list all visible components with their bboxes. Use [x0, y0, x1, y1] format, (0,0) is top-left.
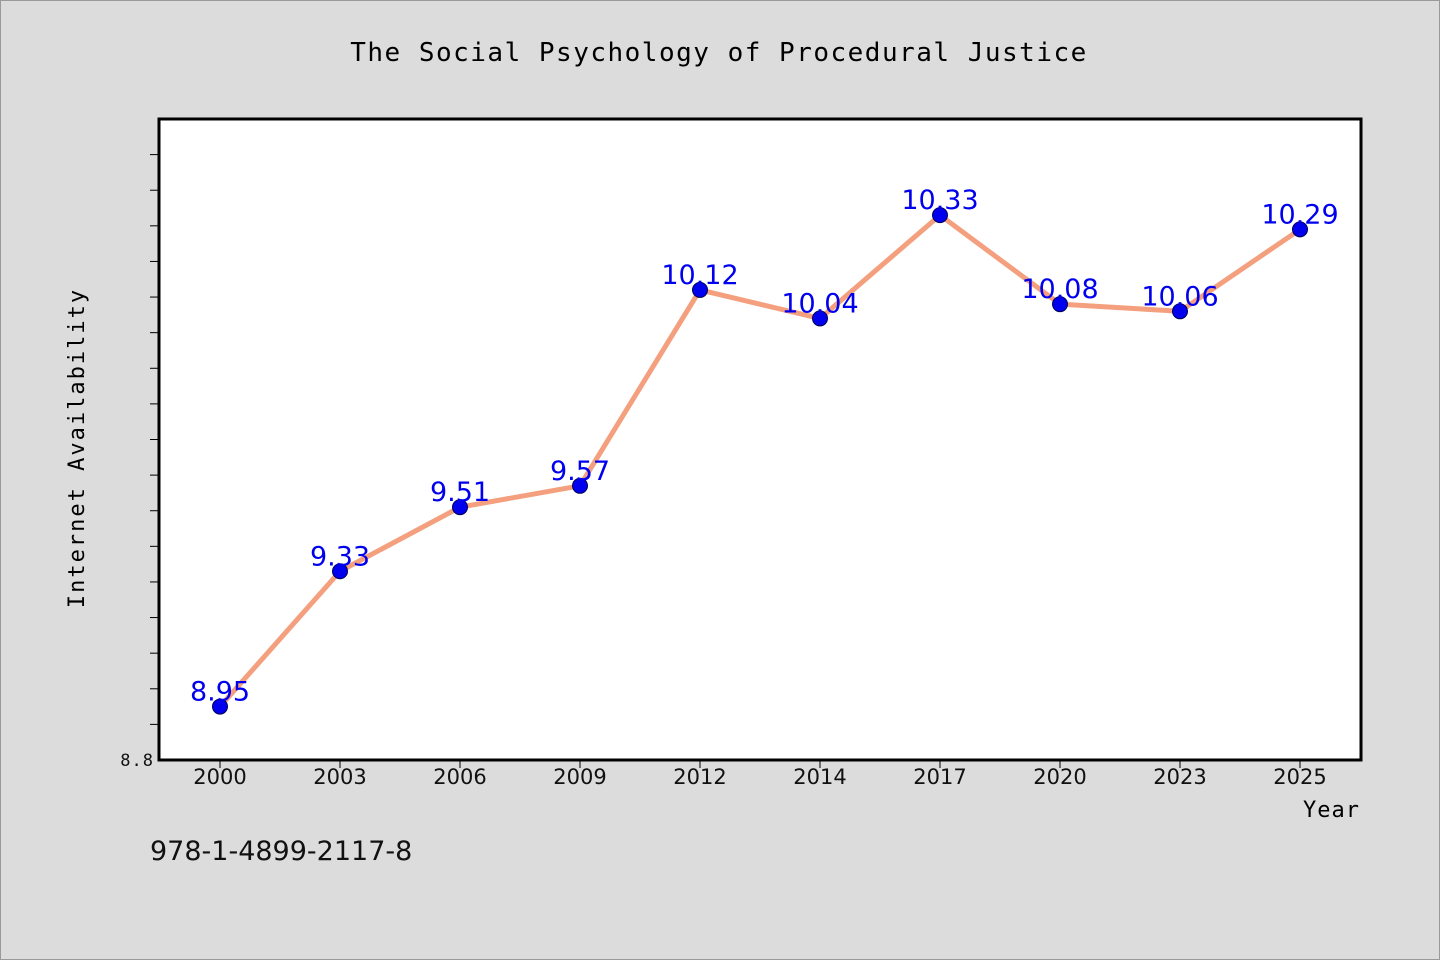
- x-tick-label: 2020: [1033, 765, 1086, 789]
- data-point: [932, 207, 948, 224]
- data-point: [692, 281, 708, 298]
- data-point: [212, 698, 228, 715]
- data-point: [332, 563, 348, 580]
- data-label: 10.08: [1021, 274, 1098, 305]
- data-label: 10.33: [901, 185, 978, 216]
- x-tick-label: 2023: [1153, 765, 1206, 789]
- data-label: 10.06: [1141, 281, 1218, 312]
- x-tick-label: 2012: [673, 765, 726, 789]
- series-line: [217, 212, 1303, 710]
- data-point: [452, 499, 468, 516]
- y-axis-ticks: [150, 154, 159, 725]
- data-label: 10.29: [1261, 199, 1338, 230]
- data-point: [1052, 296, 1068, 313]
- data-point: [1172, 303, 1188, 320]
- x-tick-label: 2000: [193, 765, 246, 789]
- y-tick-label: 8.8: [120, 751, 154, 771]
- x-tick-label: 2014: [793, 765, 846, 789]
- y-axis-tick-labels: 8.8: [120, 751, 154, 771]
- x-tick-label: 2025: [1273, 765, 1326, 789]
- data-point: [1292, 221, 1308, 238]
- data-label: 9.33: [310, 541, 370, 572]
- x-tick-label: 2006: [433, 765, 486, 789]
- data-label: 9.51: [430, 477, 490, 508]
- data-label: 10.04: [781, 288, 858, 319]
- x-tick-label: 2017: [913, 765, 966, 789]
- data-label: 10.12: [661, 260, 738, 291]
- x-axis-tick-labels: 2000 2003 2006 2009 2012 2014 2017 2020 2023 2025: [193, 765, 1326, 789]
- x-axis-ticks: [219, 760, 1301, 768]
- x-axis-label: Year: [1303, 798, 1360, 823]
- y-axis-label: Internet Availability: [65, 288, 90, 608]
- series-markers: [212, 207, 1308, 715]
- x-tick-label: 2003: [313, 765, 366, 789]
- chart-title: The Social Psychology of Procedural Just…: [350, 38, 1088, 68]
- x-tick-label: 2009: [553, 765, 606, 789]
- data-point: [572, 477, 588, 494]
- data-labels: 8.95 9.33 9.51 9.57 10.12 10.04 10.33 10.08 10.0…: [190, 185, 1339, 707]
- data-point: [812, 310, 828, 327]
- plot-area: [157, 117, 1363, 762]
- data-label: 9.57: [550, 456, 610, 487]
- data-label: 8.95: [190, 677, 250, 708]
- isbn-label: 978-1-4899-2117-8: [150, 836, 413, 867]
